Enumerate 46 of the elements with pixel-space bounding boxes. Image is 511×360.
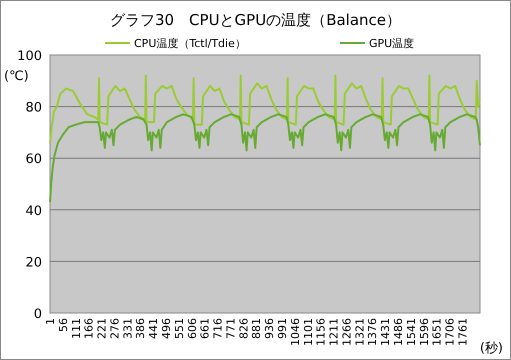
x-tick-label: 551 [172, 318, 186, 339]
x-tick-label: 111 [70, 318, 83, 339]
y-tick-label: 60 [25, 152, 42, 168]
x-tick-label: 1266 [340, 318, 354, 346]
y-tick-label: 40 [25, 204, 42, 219]
line-series [49, 113, 481, 204]
x-tick-label: 496 [160, 318, 173, 339]
x-tick-label: 1 [44, 318, 57, 325]
chart-title: グラフ30 CPUとGPUの温度（Balance） [110, 11, 402, 29]
x-tick-label: 1321 [353, 318, 366, 346]
y-axis-title: (℃) [4, 69, 29, 84]
x-tick-label: 771 [224, 318, 238, 339]
x-tick-label: 606 [186, 318, 199, 339]
y-tick-label: 0 [34, 307, 42, 322]
x-tick-label: 1541 [404, 318, 418, 346]
x-tick-label: 1706 [444, 318, 457, 346]
y-tick-label: 100 [17, 49, 42, 64]
x-tick-label: 1101 [302, 318, 315, 346]
x-tick-label: 1376 [366, 318, 380, 346]
x-axis-title: (秒) [480, 341, 503, 356]
x-tick-label: 716 [212, 318, 225, 339]
x-tick-label: 991 [276, 318, 289, 339]
line-series [49, 74, 481, 144]
x-tick-label: 1596 [418, 318, 431, 346]
legend-label: GPU温度 [369, 37, 414, 50]
x-tick-label: 1211 [328, 318, 341, 346]
x-tick-label: 1431 [379, 318, 392, 346]
x-tick-label: 331 [121, 318, 134, 339]
x-tick-label: 1651 [430, 318, 444, 346]
x-tick-label: 936 [263, 318, 276, 339]
x-tick-label: 1046 [288, 318, 302, 346]
y-tick-label: 80 [25, 100, 42, 116]
y-tick-label: 20 [25, 255, 42, 270]
x-tick-label: 386 [134, 318, 148, 339]
x-tick-label: 56 [56, 318, 70, 332]
x-tick-label: 166 [82, 318, 96, 339]
x-tick-label: 276 [108, 318, 122, 339]
x-tick-label: 1156 [314, 318, 328, 346]
x-tick-label: 1761 [456, 318, 470, 346]
x-tick-label: 441 [147, 318, 160, 339]
x-tick-label: 1486 [392, 318, 405, 346]
x-tick-label: 826 [237, 318, 250, 339]
legend-label: CPU温度（Tctl/Tdie） [134, 37, 246, 50]
x-tick-label: 221 [96, 318, 109, 339]
x-tick-label: 661 [198, 318, 212, 339]
x-tick-label: 881 [250, 318, 264, 339]
